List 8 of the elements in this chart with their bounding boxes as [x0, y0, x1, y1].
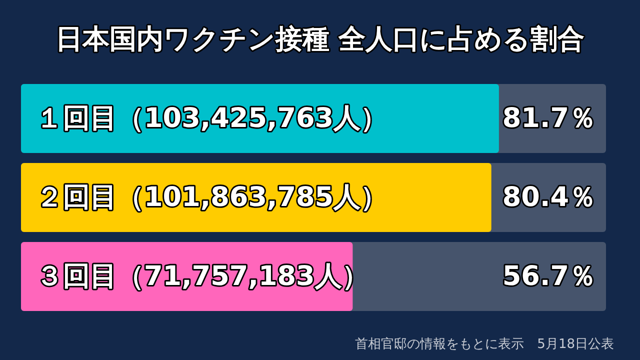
y-tick-label: ２回目（101,863,785人） — [36, 182, 388, 213]
data-label: 81.7％ — [502, 103, 596, 134]
y-tick-label: ３回目（71,757,183人） — [36, 261, 369, 292]
data-label: 80.4％ — [502, 182, 596, 213]
y-tick-label: １回目（103,425,763人） — [36, 103, 388, 134]
data-label: 56.7％ — [502, 261, 596, 292]
chart-title: 日本国内ワクチン接種 全人口に占める割合 — [55, 24, 585, 55]
text: 首相官邸の情報をもとに表示 5月18日公表 — [355, 336, 614, 352]
